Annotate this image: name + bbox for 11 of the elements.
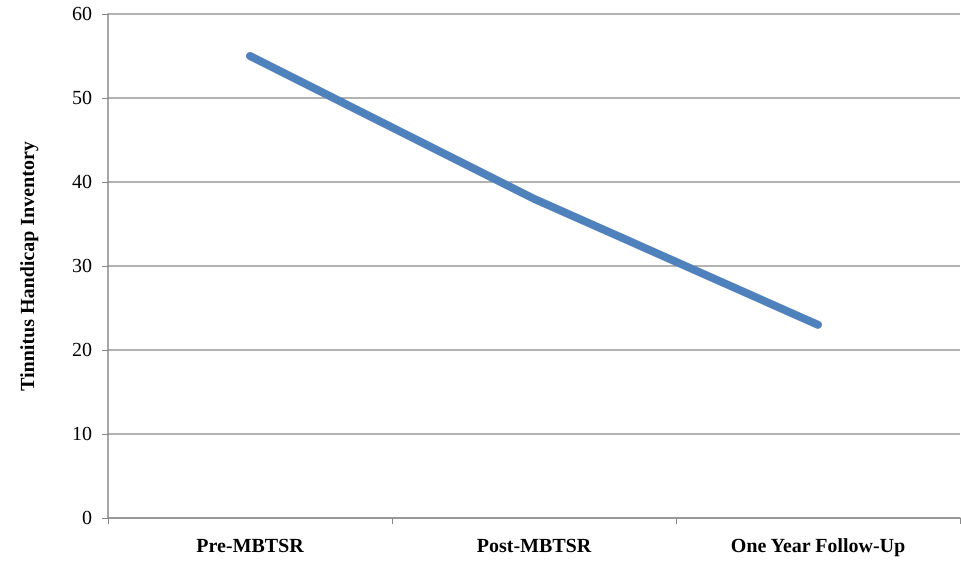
x-tick-label: One Year Follow-Up [730, 535, 906, 557]
x-tick-label: Post-MBTSR [476, 535, 592, 557]
y-tick-label: 0 [82, 507, 92, 529]
y-tick-label: 50 [72, 87, 92, 109]
y-tick-label: 60 [72, 3, 92, 25]
y-tick-label: 30 [72, 255, 92, 277]
y-tick-label: 20 [72, 339, 92, 361]
y-axis-title: Tinnitus Handicap Inventory [17, 141, 39, 391]
y-tick-label: 40 [72, 171, 92, 193]
x-tick-label: Pre-MBTSR [196, 535, 304, 557]
y-tick-label: 10 [72, 423, 92, 445]
